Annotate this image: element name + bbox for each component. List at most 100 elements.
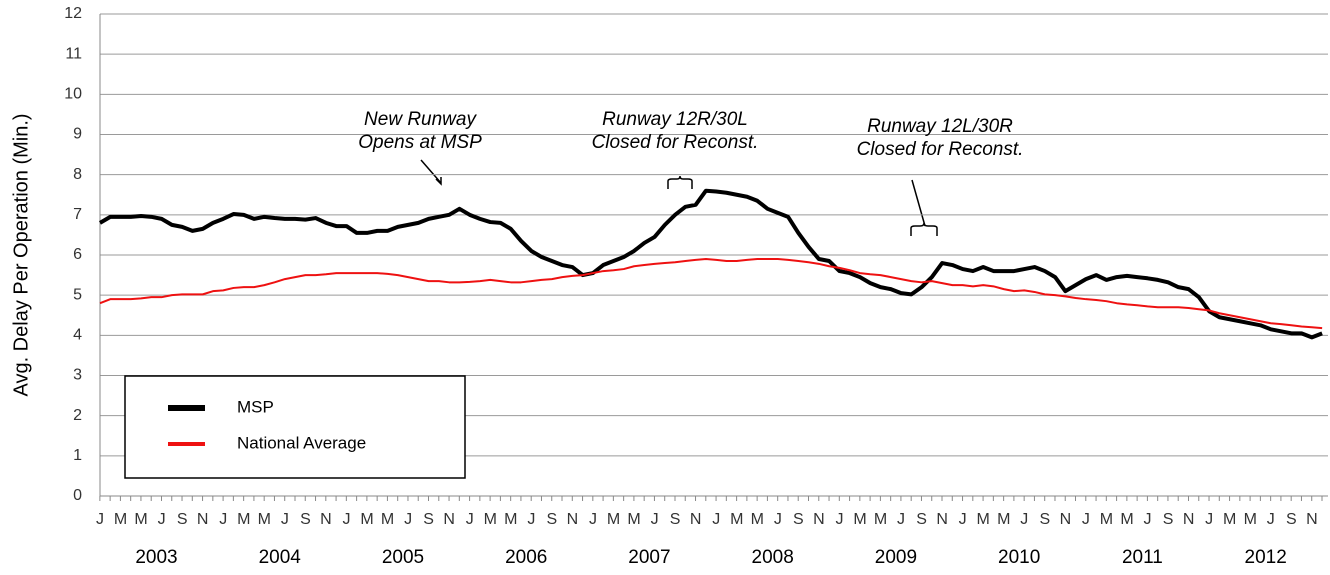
x-tick-label: J [1267, 511, 1275, 528]
x-tick-label: J [959, 511, 967, 528]
x-tick-label: S [670, 511, 681, 528]
x-tick-label: M [1100, 511, 1113, 528]
x-tick-label: J [897, 511, 905, 528]
x-tick-label: N [197, 511, 209, 528]
x-tick-label: M [484, 511, 497, 528]
x-tick-label: J [1205, 511, 1213, 528]
x-tick-label: J [96, 511, 104, 528]
x-tick-label: N [1183, 511, 1195, 528]
y-tick-label: 9 [73, 126, 82, 143]
x-tick-label: M [997, 511, 1010, 528]
series-line [99, 258, 1323, 330]
x-tick-label: S [1286, 511, 1297, 528]
y-tick-label: 10 [64, 86, 82, 103]
y-tick-label: 7 [73, 206, 82, 223]
y-tick-label: 11 [65, 45, 82, 62]
x-tick-label: J [1144, 511, 1152, 528]
x-tick-label: J [1020, 511, 1028, 528]
annotation: Runway 12L/30R [867, 116, 1013, 137]
y-tick-label: 12 [64, 5, 82, 22]
x-tick-label: N [320, 511, 332, 528]
x-tick-label: S [916, 511, 927, 528]
y-tick-label: 8 [73, 166, 82, 183]
series-line [98, 188, 1323, 340]
x-tick-label: N [813, 511, 825, 528]
x-tick-label: J [281, 511, 289, 528]
x-tick-label: N [1060, 511, 1072, 528]
x-tick-label: J [712, 511, 720, 528]
year-label: 2007 [628, 547, 670, 568]
x-tick-label: N [936, 511, 948, 528]
year-label: 2012 [1245, 547, 1287, 568]
x-tick-label: J [1082, 511, 1090, 528]
y-tick-label: 0 [73, 487, 82, 504]
x-tick-label: N [1306, 511, 1318, 528]
x-tick-label: M [237, 511, 250, 528]
annotation: Opens at MSP [358, 132, 482, 153]
x-tick-label: J [589, 511, 597, 528]
x-tick-label: M [730, 511, 743, 528]
legend-box [124, 375, 466, 479]
x-tick-label: S [547, 511, 558, 528]
year-label: 2006 [505, 547, 547, 568]
annotation: Runway 12R/30L [602, 109, 748, 130]
x-tick-label: M [1120, 511, 1133, 528]
x-tick-label: J [835, 511, 843, 528]
x-tick-label: S [300, 511, 311, 528]
y-tick-label: 6 [73, 246, 82, 263]
x-tick-label: M [360, 511, 373, 528]
x-tick-label: J [219, 511, 227, 528]
annotation: Closed for Reconst. [857, 139, 1024, 160]
x-tick-label: J [158, 511, 166, 528]
x-tick-label: S [1163, 511, 1174, 528]
x-tick-label: M [504, 511, 517, 528]
x-tick-label: M [607, 511, 620, 528]
year-label: 2010 [998, 547, 1040, 568]
x-tick-label: J [404, 511, 412, 528]
x-tick-label: J [774, 511, 782, 528]
year-label: 2004 [259, 547, 302, 568]
x-tick-label: N [690, 511, 702, 528]
y-tick-label: 1 [73, 447, 82, 464]
year-label: 2005 [382, 547, 424, 568]
x-tick-label: N [567, 511, 579, 528]
y-tick-label: 5 [73, 286, 82, 303]
year-label: 2009 [875, 547, 917, 568]
x-tick-label: M [874, 511, 887, 528]
x-tick-label: J [342, 511, 350, 528]
annotation-line [911, 179, 926, 227]
x-tick-label: M [1244, 511, 1257, 528]
year-label: 2003 [135, 547, 177, 568]
x-tick-label: S [177, 511, 188, 528]
annotation-marks [420, 159, 938, 236]
annotation-brace [910, 222, 938, 236]
x-tick-label: M [258, 511, 271, 528]
x-tick-label: S [1040, 511, 1051, 528]
x-tick-label: J [466, 511, 474, 528]
x-tick-label: M [1223, 511, 1236, 528]
x-tick-label: M [627, 511, 640, 528]
x-tick-label: N [443, 511, 455, 528]
y-tick-label: 2 [73, 407, 82, 424]
x-tick-label: M [381, 511, 394, 528]
legend-label: MSP [237, 397, 274, 416]
y-axis-label: Avg. Delay Per Operation (Min.) [10, 113, 32, 396]
y-tick-label: 3 [73, 367, 82, 384]
legend-label: National Average [237, 433, 366, 452]
x-tick-label: M [134, 511, 147, 528]
x-tick-label: M [114, 511, 127, 528]
x-tick-label: M [751, 511, 764, 528]
year-label: 2008 [752, 547, 794, 568]
annotation-brace [667, 175, 693, 189]
x-tick-label: S [423, 511, 434, 528]
year-label: 2011 [1122, 547, 1163, 568]
x-tick-label: M [977, 511, 990, 528]
annotation: New Runway [364, 109, 477, 130]
y-tick-label: 4 [73, 327, 82, 344]
annotation: Closed for Reconst. [592, 132, 759, 153]
x-tick-label: S [793, 511, 804, 528]
x-tick-label: J [527, 511, 535, 528]
arrow-head [435, 177, 442, 186]
